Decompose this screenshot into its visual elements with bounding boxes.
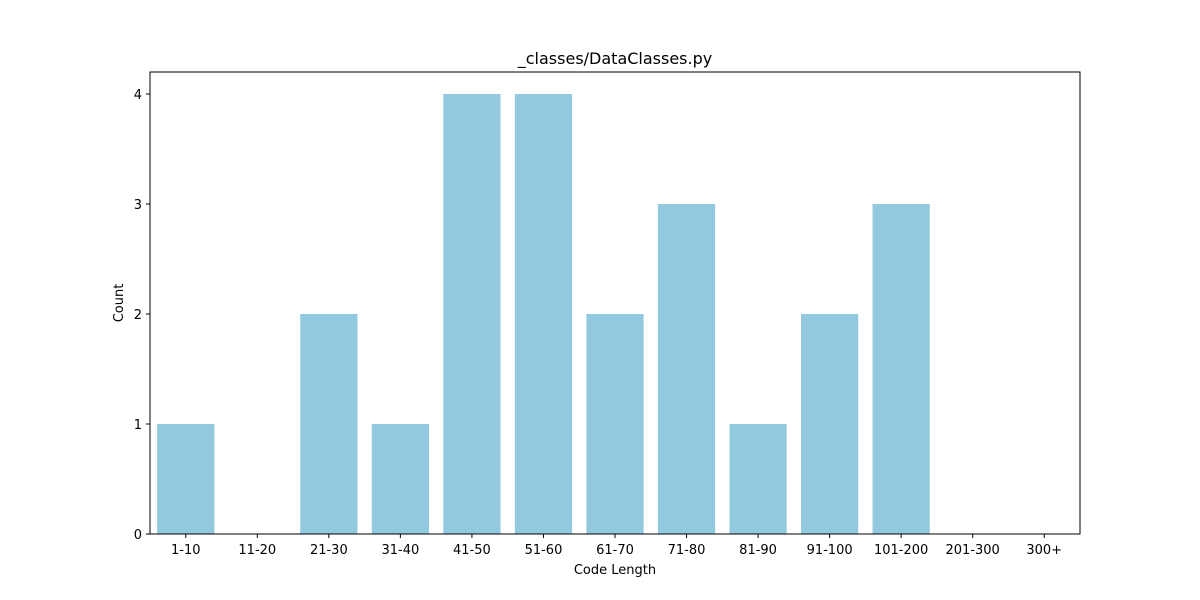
y-tick-label: 0 — [134, 528, 142, 543]
bars-layer — [157, 94, 930, 534]
x-tick-label: 201-300 — [946, 543, 1000, 558]
x-tick-label: 41-50 — [453, 543, 491, 558]
bar-101-200 — [872, 204, 930, 534]
x-axis-label: Code Length — [574, 563, 656, 578]
bar-31-40 — [371, 424, 429, 534]
x-axis: 1-10 11-20 21-30 31-40 41-50 51-60 61-70 71-80 8… — [171, 534, 1062, 558]
x-tick-label: 1-10 — [171, 543, 201, 558]
bar-21-30 — [300, 314, 358, 534]
bar-91-100 — [801, 314, 859, 534]
y-tick-label: 4 — [134, 88, 142, 103]
x-tick-label: 71-80 — [668, 543, 706, 558]
x-tick-label: 81-90 — [739, 543, 777, 558]
x-tick-label: 91-100 — [807, 543, 853, 558]
bar-41-50 — [443, 94, 501, 534]
bar-1-10 — [157, 424, 215, 534]
y-axis: 0 1 2 3 4 — [134, 88, 150, 543]
y-tick-label: 1 — [134, 418, 142, 433]
x-tick-label: 51-60 — [525, 543, 563, 558]
x-tick-label: 300+ — [1026, 543, 1062, 558]
x-tick-label: 101-200 — [874, 543, 928, 558]
x-tick-label: 11-20 — [238, 543, 276, 558]
x-tick-label: 31-40 — [381, 543, 419, 558]
bar-61-70 — [586, 314, 644, 534]
x-tick-label: 21-30 — [310, 543, 348, 558]
y-tick-label: 3 — [134, 198, 142, 213]
chart-title: _classes/DataClasses.py — [517, 49, 712, 69]
x-tick-label: 61-70 — [596, 543, 634, 558]
bar-71-80 — [657, 204, 716, 534]
bar-51-60 — [514, 94, 573, 534]
bar-81-90 — [729, 424, 787, 534]
y-axis-label: Count — [112, 284, 127, 323]
y-tick-label: 2 — [134, 308, 142, 323]
